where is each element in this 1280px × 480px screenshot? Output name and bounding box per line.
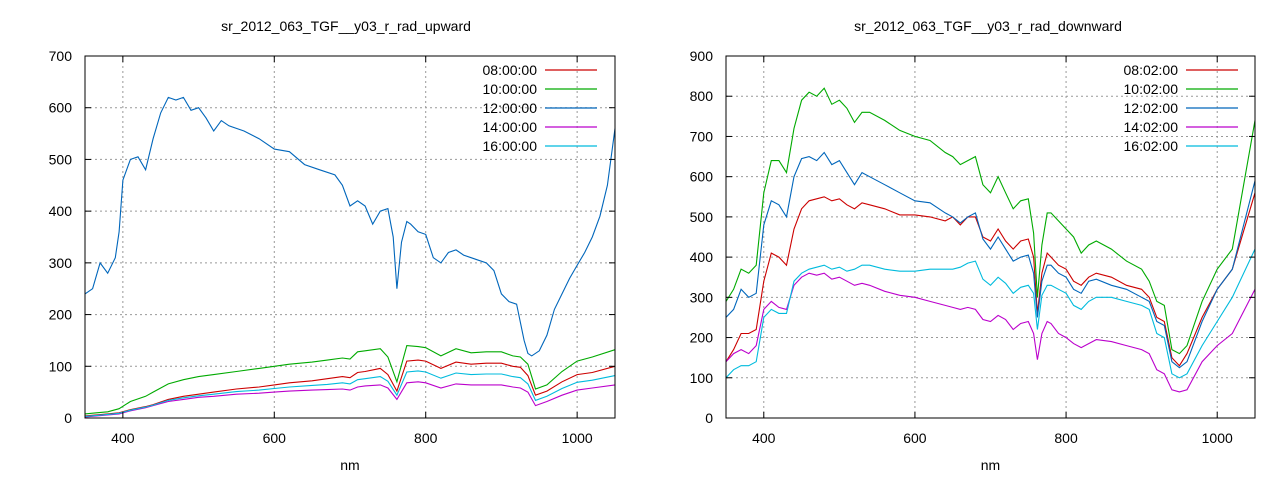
legend-label-1: 08:02:00 [1124,62,1179,78]
y-tick-label: 400 [690,249,714,265]
y-tick-label: 500 [49,151,73,167]
chart-panel-2: sr_2012_063_TGF__y03_r_rad_downward 400 60… [690,18,1256,473]
x-tick-label: 400 [111,430,135,446]
y-tick-label: 200 [49,307,73,323]
y-tick-label: 700 [690,128,714,144]
legend-label-4: 14:02:00 [1124,119,1179,135]
series-line-5 [84,370,616,417]
x-tick-label: 600 [903,430,927,446]
y-tick-label: 300 [690,289,714,305]
y-tick-label: 0 [64,410,72,426]
series-line-4 [84,381,616,418]
x-tick-label: 600 [263,430,287,446]
x-axis-label: nm [340,457,359,473]
y-tick-label: 600 [49,100,73,116]
legend-label-5: 16:02:00 [1124,138,1179,154]
x-tick-label: 800 [414,430,438,446]
y-tick-label: 800 [690,88,714,104]
x-tick-label: 1000 [1202,430,1233,446]
x-axis-label: nm [981,457,1000,473]
legend-label-1: 08:00:00 [483,62,538,78]
y-tick-label: 900 [690,48,714,64]
y-tick-label: 0 [705,410,713,426]
series-line-3 [725,151,1256,369]
y-tick-label: 100 [49,358,73,374]
series-line-2 [84,345,616,415]
y-tick-label: 100 [690,370,714,386]
x-tick-label: 400 [752,430,776,446]
y-tick-label: 200 [690,330,714,346]
y-tick-label: 500 [690,209,714,225]
series-line-5 [725,248,1256,379]
series-line-2 [725,87,1256,355]
chart-panel-1: sr_2012_063_TGF__y03_r_rad_upward 400 600 8… [49,18,616,473]
legend-label-2: 10:00:00 [483,81,538,97]
series-line-4 [725,272,1256,393]
series-line-1 [725,192,1256,367]
plot-frame [84,55,616,419]
y-tick-label: 400 [49,203,73,219]
y-tick-label: 700 [49,48,73,64]
legend-label-5: 16:00:00 [483,138,538,154]
x-tick-label: 1000 [562,430,593,446]
legend-label-3: 12:02:00 [1124,100,1179,116]
chart-title: sr_2012_063_TGF__y03_r_rad_upward [221,18,471,34]
series-line-3 [84,96,616,357]
y-tick-label: 600 [690,169,714,185]
plot-frame [725,55,1256,419]
series-line-1 [84,359,616,417]
chart-title: sr_2012_063_TGF__y03_r_rad_downward [854,18,1122,34]
legend-label-3: 12:00:00 [483,100,538,116]
x-tick-label: 800 [1054,430,1078,446]
legend-label-2: 10:02:00 [1124,81,1179,97]
legend-label-4: 14:00:00 [483,119,538,135]
y-tick-label: 300 [49,255,73,271]
